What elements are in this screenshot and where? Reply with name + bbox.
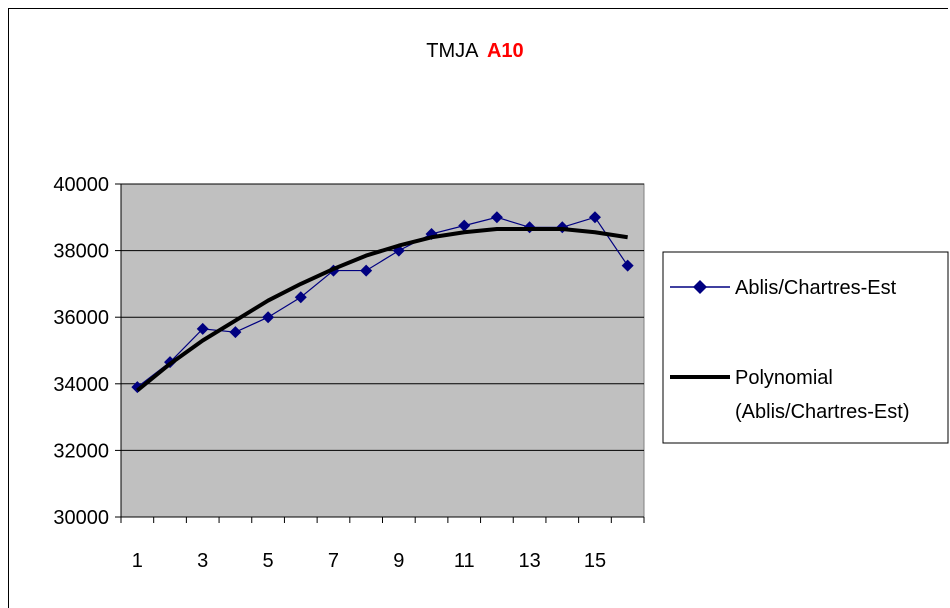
- x-axis-ticks: 1 3 5 7 9 11 13 15: [132, 550, 606, 572]
- chart-title: TMJA A10: [426, 40, 523, 62]
- plot-area: [120, 183, 645, 518]
- x-tick-label: 11: [454, 550, 475, 572]
- legend-box: [662, 251, 949, 444]
- y-tick-label: 32000: [53, 440, 109, 462]
- trendline-polynomial: [136, 226, 628, 393]
- data-point-marker: [458, 219, 471, 232]
- y-tick-label: 34000: [53, 374, 109, 396]
- data-point-marker: [262, 311, 275, 324]
- y-tick-label: 38000: [53, 241, 109, 263]
- series-layer: [131, 211, 634, 394]
- x-tick-label: 1: [132, 550, 143, 572]
- x-tick-label: 5: [263, 550, 274, 572]
- chart-title-highlight: A10: [487, 40, 524, 62]
- legend-item-series-2: Polynomial (Ablis/Chartres-Est): [670, 367, 909, 423]
- legend-label-series-1: Ablis/Chartres-Est: [735, 277, 897, 299]
- y-tick-label: 30000: [53, 507, 109, 529]
- data-point-marker: [229, 326, 242, 339]
- y-tick-label: 40000: [53, 174, 109, 196]
- data-point-marker: [621, 259, 634, 272]
- data-point-marker: [294, 291, 307, 304]
- x-tick-label: 3: [197, 550, 208, 572]
- data-point-marker: [360, 264, 373, 277]
- legend: Ablis/Chartres-Est Polynomial (Ablis/Cha…: [662, 251, 949, 444]
- legend-item-series-1: Ablis/Chartres-Est: [670, 277, 897, 299]
- data-point-marker: [588, 211, 601, 224]
- x-tick-label: 15: [584, 550, 606, 572]
- x-tick-label: 13: [518, 550, 540, 572]
- x-tick-label: 9: [393, 550, 404, 572]
- y-axis-ticks: 40000 38000 36000 34000 32000 30000: [53, 174, 109, 529]
- axes: [115, 183, 645, 523]
- legend-label-series-2-line1: Polynomial: [735, 367, 833, 389]
- legend-diamond-marker: [693, 280, 707, 294]
- data-point-marker: [490, 211, 503, 224]
- chart-area: [8, 8, 948, 608]
- chart-title-main: TMJA: [426, 40, 479, 62]
- x-tick-label: 7: [328, 550, 339, 572]
- data-point-marker: [196, 322, 209, 335]
- y-tick-label: 36000: [53, 307, 109, 329]
- legend-label-series-2-line2: (Ablis/Chartres-Est): [735, 401, 909, 423]
